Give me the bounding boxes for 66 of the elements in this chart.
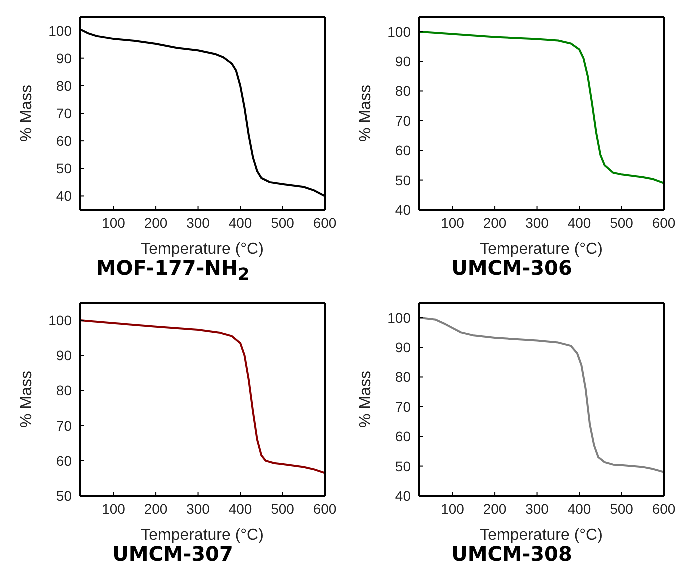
x-axis-title: Temperature (°C) <box>480 527 603 544</box>
y-axis-title: % Mass <box>18 85 36 142</box>
x-tick-label: 500 <box>271 214 295 231</box>
y-tick-label: 90 <box>395 54 412 70</box>
y-tick-label: 70 <box>56 418 72 434</box>
x-tick-label: 500 <box>271 500 295 517</box>
x-tick-label: 100 <box>441 500 465 517</box>
y-tick-label: 80 <box>395 369 412 386</box>
y-tick-label: 100 <box>48 22 72 39</box>
x-tick-label: 100 <box>102 500 126 517</box>
text: MOF-177-NH$_{2}$ <box>95 256 250 286</box>
y-tick-label: 80 <box>56 382 72 399</box>
y-tick-label: 50 <box>395 172 412 188</box>
y-axis-title: % Mass <box>358 85 375 142</box>
y-tick-label: 50 <box>56 488 72 504</box>
y-tick-label: 40 <box>395 202 412 218</box>
x-tick-label: 600 <box>313 214 337 231</box>
text: UMCM-306 <box>450 256 574 280</box>
y-tick-label: 60 <box>395 142 412 159</box>
x-axis-title: Temperature (°C) <box>480 241 603 258</box>
x-tick-label: 100 <box>441 214 465 231</box>
y-tick-label: 60 <box>56 452 72 469</box>
y-axis-title: % Mass <box>18 371 36 428</box>
text: UMCM-307 <box>112 542 234 566</box>
y-tick-label: 70 <box>395 398 412 415</box>
y-tick-label: 80 <box>56 78 72 94</box>
x-tick-label: 200 <box>483 500 507 517</box>
x-tick-label: 400 <box>568 500 592 517</box>
y-tick-label: 40 <box>395 488 412 504</box>
y-tick-label: 60 <box>56 133 72 150</box>
x-tick-label: 200 <box>483 214 507 231</box>
y-tick-label: 100 <box>388 310 412 326</box>
line-series <box>80 320 325 474</box>
x-tick-label: 400 <box>228 500 252 517</box>
y-tick-label: 50 <box>56 160 72 177</box>
x-tick-label: 300 <box>526 214 550 231</box>
line-series <box>419 316 664 474</box>
y-tick-label: 80 <box>395 83 412 100</box>
line-series <box>419 30 664 184</box>
x-tick-label: 300 <box>526 500 550 517</box>
x-tick-label: 400 <box>228 214 252 231</box>
x-tick-label: 100 <box>102 214 126 231</box>
y-tick-label: 90 <box>56 50 72 66</box>
x-tick-label: 600 <box>652 214 676 231</box>
x-tick-label: 600 <box>652 500 676 517</box>
y-tick-label: 60 <box>395 428 412 445</box>
y-tick-label: 70 <box>56 105 72 122</box>
x-tick-label: 300 <box>186 500 210 517</box>
y-tick-label: 90 <box>395 340 412 356</box>
x-tick-label: 500 <box>610 214 634 231</box>
text: UMCM-308 <box>450 542 574 566</box>
x-tick-label: 200 <box>144 214 168 231</box>
x-axis-title: Temperature (°C) <box>141 241 264 258</box>
x-tick-label: 600 <box>313 500 337 517</box>
x-tick-label: 500 <box>610 500 634 517</box>
y-tick-label: 90 <box>56 348 72 364</box>
y-axis-title: % Mass <box>358 371 375 428</box>
y-tick-label: 100 <box>48 312 72 329</box>
y-tick-label: 70 <box>395 112 412 129</box>
x-tick-label: 200 <box>144 500 168 517</box>
x-tick-label: 300 <box>186 214 210 231</box>
x-axis-title: Temperature (°C) <box>141 527 264 544</box>
y-tick-label: 40 <box>56 188 72 204</box>
y-tick-label: 100 <box>388 24 412 40</box>
y-tick-label: 50 <box>395 458 412 474</box>
x-tick-label: 400 <box>568 214 592 231</box>
